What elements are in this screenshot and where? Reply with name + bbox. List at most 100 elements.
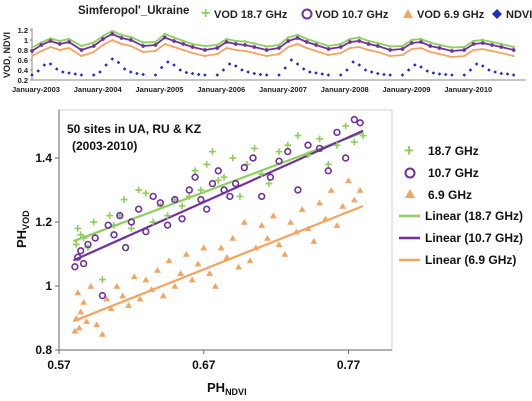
point-circle [178,215,186,223]
point-circle [162,35,167,40]
scatter-xlabel: PHNDVI [207,380,247,397]
point-triangle [410,47,413,50]
point-triangle [203,54,207,57]
point-diamond [30,73,34,77]
point-circle [284,147,292,156]
point-diamond [493,70,497,74]
timeseries-y-tick-label: 1 [24,36,28,45]
point-circle [471,42,476,46]
point-triangle [304,225,312,232]
scatter-series-10-7-ghz [71,115,364,300]
point-circle [208,179,217,188]
point-plus [154,40,157,44]
timeseries-x-tick-label: January-2006 [197,85,245,94]
point-triangle [225,46,228,49]
point-triangle [253,51,256,54]
point-circle [39,43,44,47]
point-triangle [264,234,271,241]
point-diamond [308,70,312,74]
timeseries-y-tick-label: 1.2 [18,26,28,35]
point-diamond [363,68,368,72]
timeseries-series-ndvi [30,57,516,77]
point-triangle [348,46,352,49]
legend-label: VOD 10.7 GHz [315,9,389,21]
point-diamond [166,60,170,64]
point-plus [172,36,176,39]
point-diamond [295,62,300,66]
point-diamond [474,62,479,66]
point-plus [106,212,114,219]
point-circle [350,115,359,124]
timeseries-y-tick-label: 0.2 [18,76,28,85]
point-triangle [269,212,277,219]
point-triangle [211,282,219,289]
legend-item-linear-6-9: Linear (6.9 GHz) [399,253,516,267]
point-triangle [171,282,179,289]
point-diamond [277,73,281,77]
point-triangle [305,46,308,49]
point-triangle [49,45,52,48]
point-circle [357,39,362,43]
point-diamond [153,73,158,77]
point-circle [121,243,130,252]
point-plus [275,148,283,155]
point-triangle [154,49,157,52]
legend-item-vod-6-9: VOD 6.9 GHz [403,9,485,21]
ylabel-sub: VOD [21,210,31,230]
point-circle [304,40,309,44]
point-triangle [188,276,196,283]
point-circle [315,144,324,153]
point-diamond [135,71,139,76]
point-diamond [406,68,411,72]
point-plus [203,161,211,168]
point-circle [57,42,62,46]
point-triangle [165,257,173,264]
point-plus [251,145,258,152]
scatter-x-tick-label: 0.67 [192,358,216,372]
scatter-y-tick-label: 1 [45,279,52,293]
point-plus [90,218,98,226]
point-triangle [191,51,194,54]
point-triangle [163,42,166,45]
point-triangle [71,327,79,334]
legend-label: 18.7 GHz [428,144,479,158]
point-plus [333,141,341,149]
point-circle [326,47,331,51]
scatter-y-tick-label: 1.2 [35,215,52,229]
point-diamond [320,72,325,76]
point-circle [77,247,85,255]
point-plus [376,41,379,45]
point-circle [304,141,312,149]
point-circle [437,46,442,50]
timeseries-x-tick-label: January-2003 [12,85,60,94]
point-diamond [141,72,145,77]
point-triangle [75,324,83,331]
point-diamond [468,68,473,72]
point-circle [163,221,172,229]
point-triangle [216,52,219,55]
point-triangle [327,186,335,193]
timeseries-x-tick-label: January-2005 [136,85,184,94]
point-diamond [413,63,417,67]
point-triangle [183,250,190,257]
point-plus [314,40,318,44]
point-circle [214,167,222,175]
point-circle [294,186,302,194]
point-diamond [480,64,485,68]
point-circle [202,205,211,213]
legend-plus-icon: + [201,5,210,22]
point-triangle [322,215,329,222]
point-diamond [369,70,374,74]
point-plus [324,161,332,168]
scatter-axes: 0.8 1 1.2 1.4 0.57 0.67 0.77 [35,110,392,372]
point-circle [127,218,136,226]
point-triangle [182,48,185,51]
point-plus [216,43,219,47]
point-diamond [505,72,510,76]
point-diamond [42,63,47,67]
point-plus [149,218,157,226]
legend-triangle-icon [405,189,415,198]
timeseries-x-tick-label: January-2010 [444,85,492,94]
point-circle [153,43,158,47]
point-diamond [203,73,207,77]
